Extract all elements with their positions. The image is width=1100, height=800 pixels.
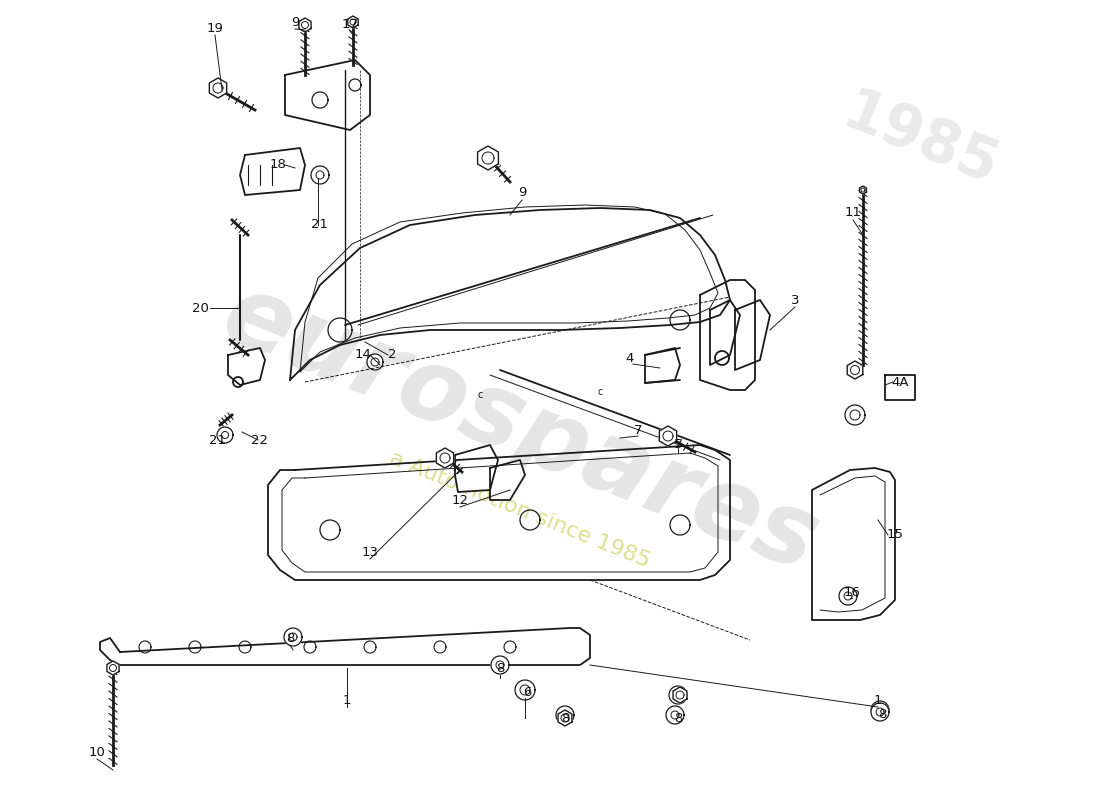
Text: 6: 6 bbox=[522, 686, 531, 698]
Text: 4A: 4A bbox=[891, 375, 909, 389]
Polygon shape bbox=[886, 375, 915, 400]
Text: 7: 7 bbox=[634, 423, 642, 437]
Polygon shape bbox=[490, 460, 525, 500]
Text: a Automotion since 1985: a Automotion since 1985 bbox=[387, 449, 653, 571]
Text: 8: 8 bbox=[561, 711, 569, 725]
Polygon shape bbox=[477, 146, 498, 170]
Text: 8: 8 bbox=[286, 631, 294, 645]
Text: 12: 12 bbox=[451, 494, 469, 506]
Polygon shape bbox=[871, 703, 889, 721]
Text: eurospares: eurospares bbox=[209, 266, 832, 594]
Polygon shape bbox=[839, 587, 857, 605]
Polygon shape bbox=[669, 686, 688, 704]
Text: 11: 11 bbox=[845, 206, 861, 219]
Polygon shape bbox=[673, 687, 686, 703]
Text: 1: 1 bbox=[343, 694, 351, 706]
Polygon shape bbox=[437, 448, 453, 468]
Polygon shape bbox=[311, 166, 329, 184]
Polygon shape bbox=[285, 60, 370, 130]
Polygon shape bbox=[217, 427, 233, 443]
Polygon shape bbox=[735, 300, 770, 370]
Polygon shape bbox=[209, 78, 227, 98]
Polygon shape bbox=[240, 148, 305, 195]
Text: 21: 21 bbox=[311, 218, 329, 231]
Text: 21: 21 bbox=[209, 434, 227, 446]
Polygon shape bbox=[491, 656, 509, 674]
Polygon shape bbox=[455, 445, 498, 492]
Polygon shape bbox=[367, 354, 383, 370]
Text: 9: 9 bbox=[290, 15, 299, 29]
Text: 5: 5 bbox=[673, 438, 682, 451]
Polygon shape bbox=[284, 628, 302, 646]
Text: 4: 4 bbox=[626, 351, 635, 365]
Text: 22: 22 bbox=[252, 434, 268, 446]
Text: 1: 1 bbox=[873, 694, 882, 706]
Text: 8: 8 bbox=[878, 709, 887, 722]
Polygon shape bbox=[100, 628, 590, 665]
Text: c: c bbox=[597, 387, 603, 397]
Text: 8: 8 bbox=[496, 662, 504, 674]
Text: 10: 10 bbox=[89, 746, 106, 758]
Text: 8: 8 bbox=[674, 711, 682, 725]
Text: 2: 2 bbox=[387, 349, 396, 362]
Polygon shape bbox=[859, 186, 867, 194]
Text: c: c bbox=[477, 390, 483, 400]
Text: 3: 3 bbox=[791, 294, 800, 306]
Text: 1985: 1985 bbox=[834, 83, 1006, 197]
Polygon shape bbox=[348, 16, 359, 28]
Text: 19: 19 bbox=[207, 22, 223, 34]
Polygon shape bbox=[645, 348, 680, 383]
Polygon shape bbox=[515, 680, 535, 700]
Polygon shape bbox=[700, 280, 755, 390]
Polygon shape bbox=[847, 361, 862, 379]
Text: 15: 15 bbox=[887, 529, 903, 542]
Polygon shape bbox=[558, 710, 572, 726]
Polygon shape bbox=[871, 701, 889, 719]
Polygon shape bbox=[107, 661, 119, 675]
Polygon shape bbox=[299, 18, 311, 32]
Text: 16: 16 bbox=[844, 586, 860, 598]
Text: 17: 17 bbox=[341, 18, 359, 31]
Polygon shape bbox=[556, 706, 574, 724]
Polygon shape bbox=[666, 706, 684, 724]
Text: 13: 13 bbox=[362, 546, 378, 558]
Text: 20: 20 bbox=[191, 302, 208, 314]
Text: 18: 18 bbox=[270, 158, 286, 171]
Text: 14: 14 bbox=[354, 349, 372, 362]
Polygon shape bbox=[710, 300, 740, 365]
Polygon shape bbox=[845, 405, 865, 425]
Polygon shape bbox=[659, 426, 676, 446]
Polygon shape bbox=[228, 348, 265, 385]
Text: 9: 9 bbox=[518, 186, 526, 199]
